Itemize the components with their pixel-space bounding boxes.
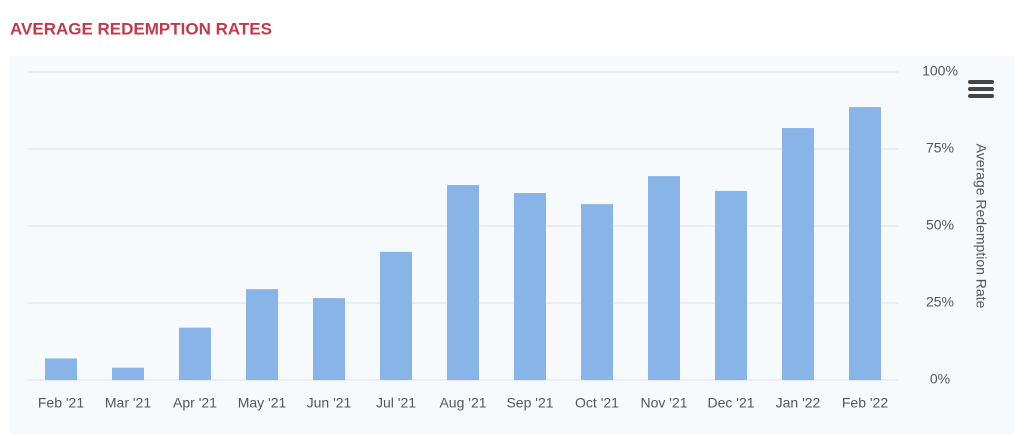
x-tick-label: Jul '21: [376, 395, 416, 411]
bar: [380, 251, 412, 380]
bar: [313, 298, 345, 380]
bar: [112, 367, 144, 380]
bar: [849, 107, 881, 380]
x-tick-label: Jan '22: [776, 395, 821, 411]
x-tick-label: May '21: [238, 395, 287, 411]
bar: [715, 190, 747, 380]
menu-bar: [968, 87, 994, 91]
bar: [246, 289, 278, 380]
menu-button[interactable]: [968, 80, 994, 98]
y-tick-label: 100%: [922, 63, 958, 79]
bar: [447, 185, 479, 380]
x-tick-label: Oct '21: [575, 395, 619, 411]
x-tick-label: Feb '21: [38, 395, 84, 411]
x-tick-label: Sep '21: [506, 395, 553, 411]
x-tick-label: Nov '21: [640, 395, 687, 411]
chart-panel: [10, 56, 1014, 434]
bar: [581, 204, 613, 380]
y-axis-title: Average Redemption Rate: [973, 144, 989, 309]
bar: [514, 193, 546, 380]
y-tick-label: 0%: [930, 371, 950, 387]
bar: [782, 128, 814, 380]
y-tick-label: 25%: [926, 294, 954, 310]
y-tick-label: 75%: [926, 140, 954, 156]
bar: [179, 327, 211, 380]
x-tick-label: Jun '21: [307, 395, 352, 411]
x-tick-label: Dec '21: [707, 395, 754, 411]
menu-bar: [968, 94, 994, 98]
bar: [45, 358, 77, 380]
y-tick-label: 50%: [926, 217, 954, 233]
chart-title: AVERAGE REDEMPTION RATES: [10, 19, 272, 38]
x-tick-label: Aug '21: [439, 395, 486, 411]
x-tick-label: Mar '21: [105, 395, 151, 411]
menu-bar: [968, 80, 994, 84]
bar: [648, 176, 680, 380]
x-tick-label: Apr '21: [173, 395, 217, 411]
x-tick-label: Feb '22: [842, 395, 888, 411]
